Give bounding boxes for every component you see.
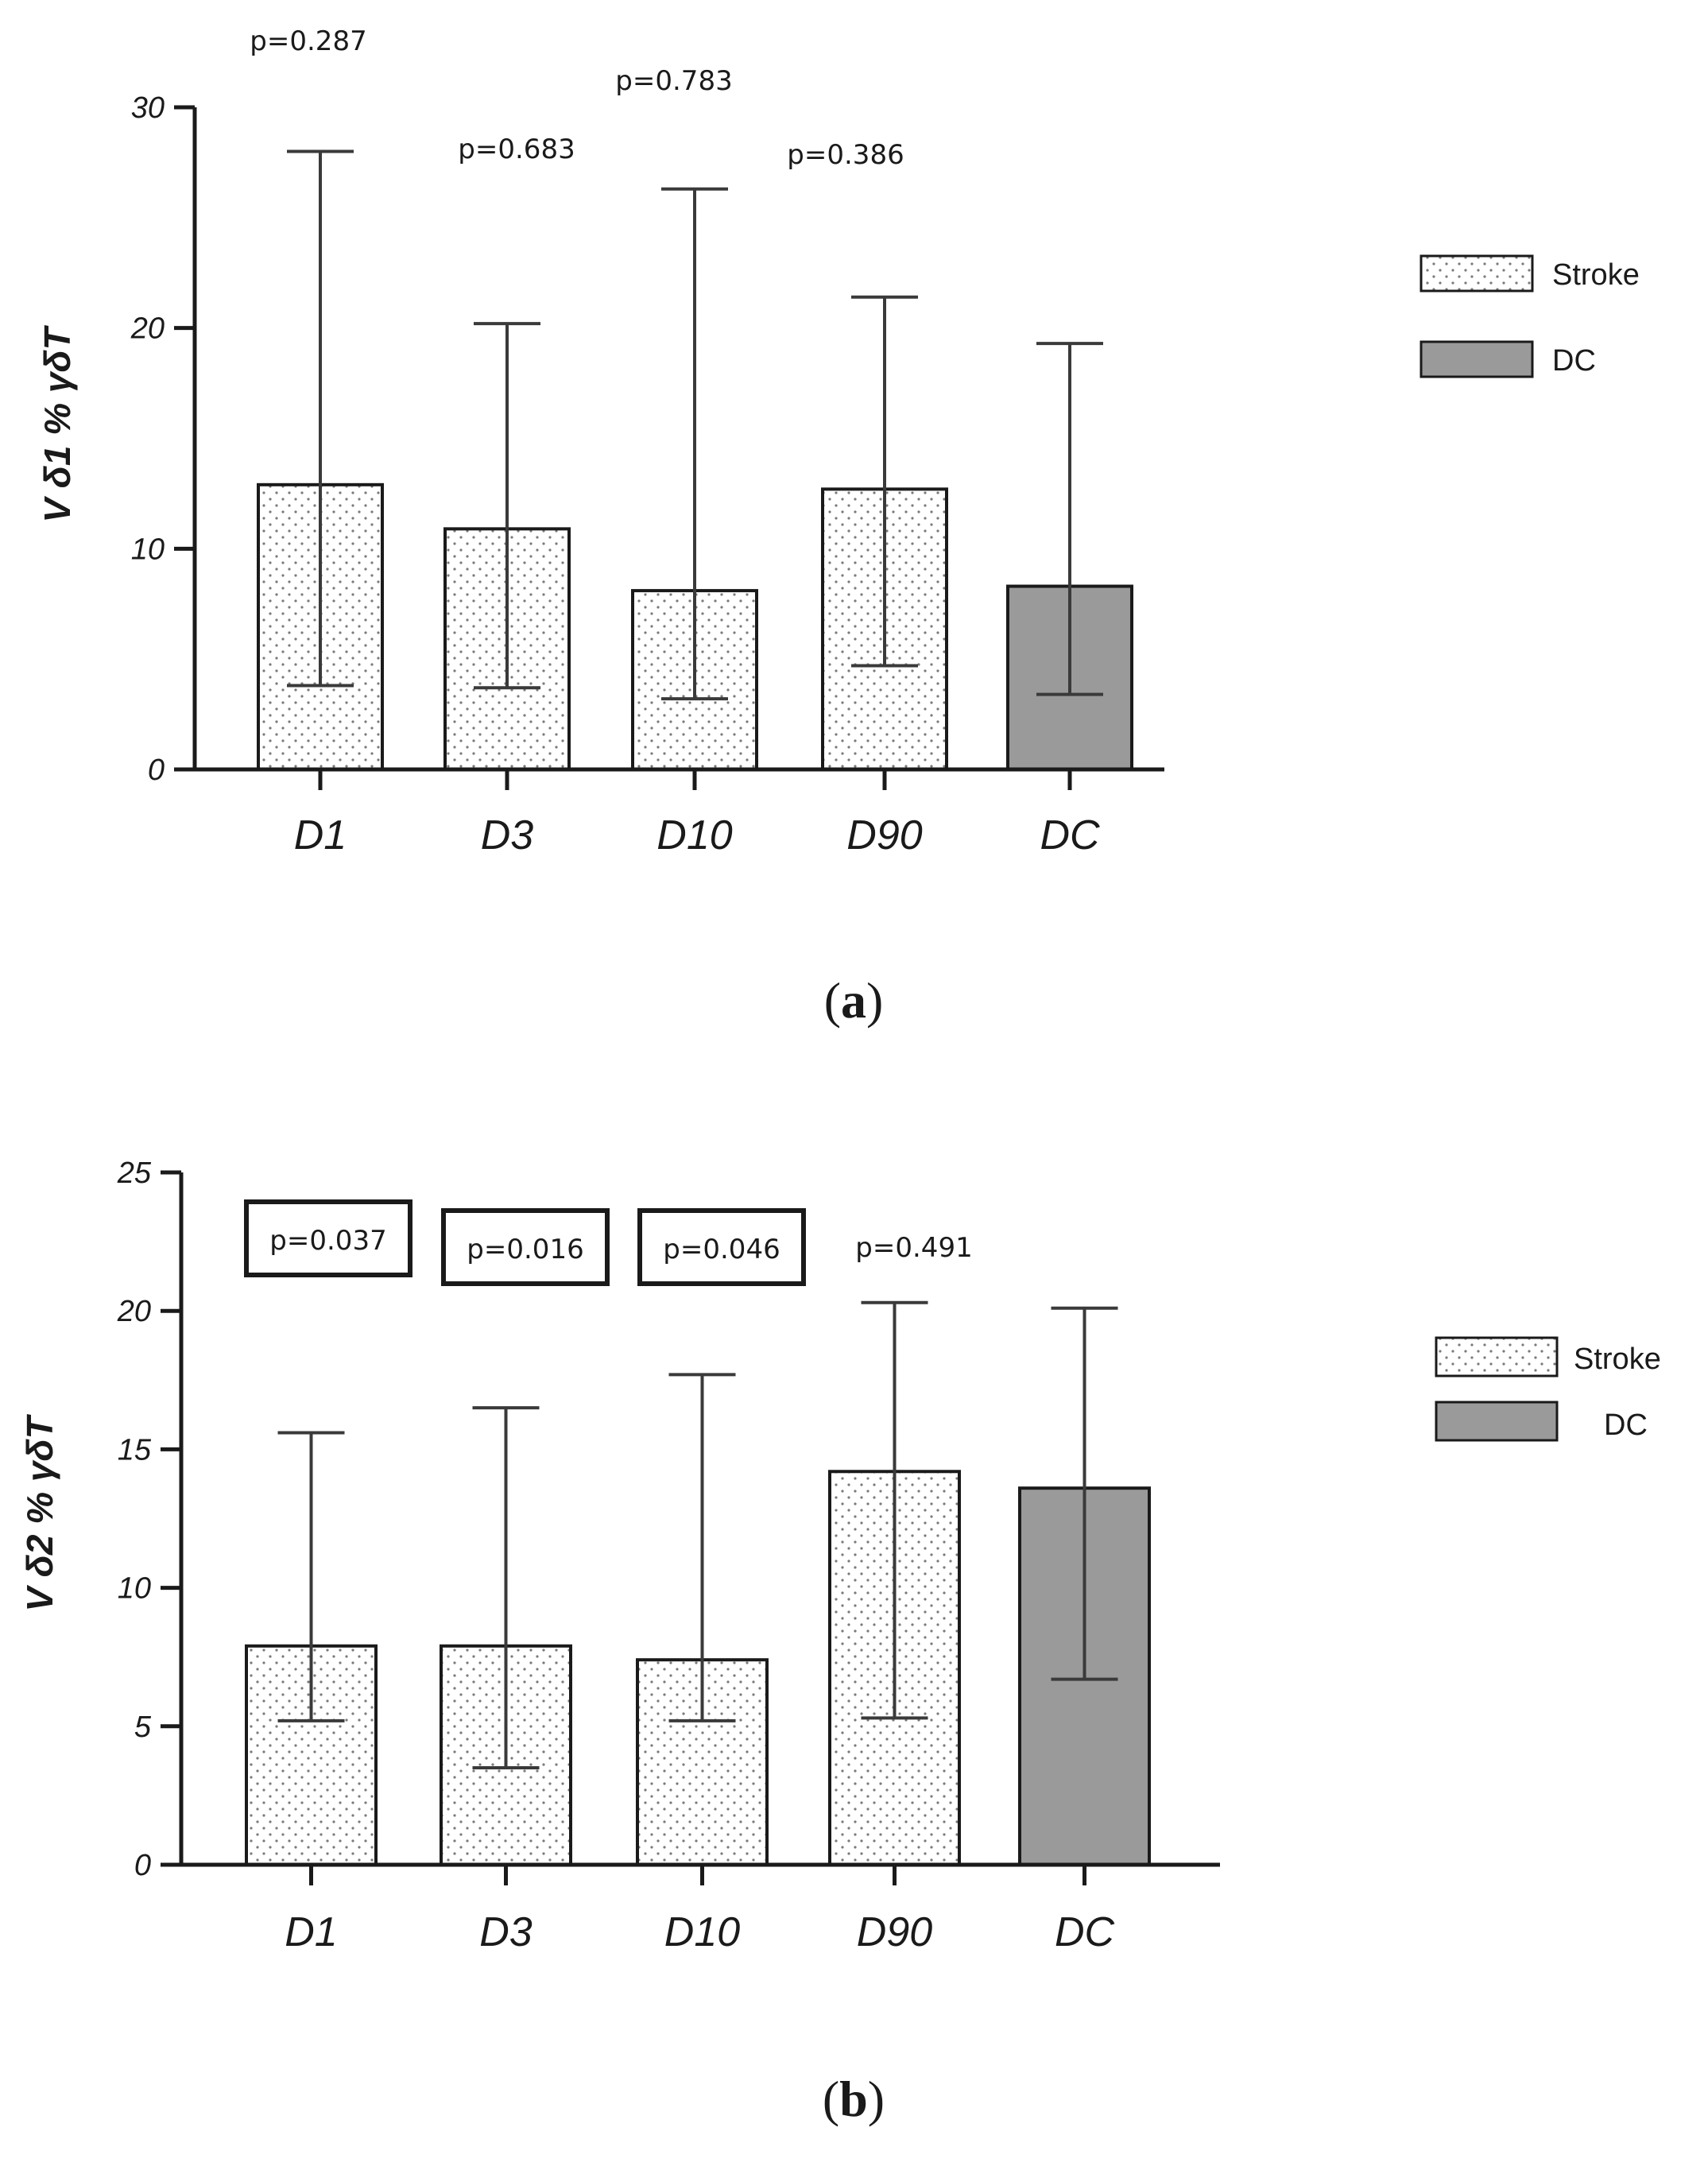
x-tick-label: D90 [846, 812, 922, 858]
x-tick-label: D10 [656, 812, 732, 858]
p-value-D90: p=0.386 [787, 139, 904, 171]
x-axis-a: D1 D3 D10 D90 DC [193, 767, 1164, 858]
p-value-D10: p=0.046 [637, 1208, 806, 1286]
p-value-label: p=0.386 [787, 139, 904, 171]
p-value-label: p=0.783 [615, 65, 732, 97]
x-tick-label: D1 [294, 812, 347, 858]
y-tick-label: 10 [131, 533, 165, 566]
bars-b [245, 1470, 1151, 1867]
y-tick-label: 0 [148, 754, 165, 787]
p-value-box [637, 1208, 806, 1286]
y-tick-label: 20 [117, 1295, 151, 1328]
legend-swatch-stroke [1419, 254, 1534, 293]
p-value-label: p=0.491 [855, 1232, 972, 1264]
p-value-label: p=0.016 [467, 1234, 583, 1265]
p-value-D1: p=0.287 [250, 25, 366, 57]
y-tick-label: 10 [118, 1572, 151, 1606]
p-values-b: p=0.037 p=0.016 p=0.046 p=0.491 [244, 1199, 973, 1286]
y-axis-b: 0 5 10 15 20 25 [117, 1157, 184, 1882]
x-tick-label: D90 [857, 1909, 932, 1955]
p-value-D3: p=0.683 [458, 134, 575, 165]
error-bars-a [287, 149, 1103, 701]
legend-label-dc: DC [1552, 344, 1596, 378]
p-value-label: p=0.037 [269, 1225, 386, 1257]
p-value-D10: p=0.783 [615, 65, 732, 97]
x-tick-label: D3 [479, 1909, 533, 1955]
p-value-D3: p=0.016 [441, 1208, 610, 1286]
y-tick-label: 0 [134, 1849, 151, 1882]
legend-b: Stroke DC [1435, 1336, 1661, 1442]
error-bar-d1 [287, 149, 354, 688]
p-value-D90: p=0.491 [855, 1232, 972, 1264]
y-axis-a: 0 10 20 30 [130, 91, 197, 787]
error-bar-d3 [472, 1406, 540, 1770]
p-value-label: p=0.046 [663, 1234, 780, 1265]
p-value-box [441, 1208, 610, 1286]
y-tick-label: 25 [117, 1157, 152, 1190]
x-tick-label: DC [1055, 1909, 1115, 1955]
x-tick-label: D10 [664, 1909, 740, 1955]
error-bar-dc [1036, 342, 1103, 696]
x-tick-label: D3 [481, 812, 534, 858]
error-bar-dc [1051, 1306, 1118, 1681]
error-bars-b [277, 1300, 1118, 1770]
legend-swatch-dc [1435, 1401, 1559, 1442]
legend-label-stroke: Stroke [1552, 258, 1640, 292]
x-tick-label: DC [1040, 812, 1100, 858]
panel-label-a: (a) [824, 972, 884, 1029]
legend-a: Stroke DC [1419, 254, 1640, 378]
p-value-box [244, 1199, 412, 1277]
chart-panel-a: p=0.287 p=0.683 p=0.783 p=0.386 0102030 … [37, 25, 1640, 1029]
error-bar-d10 [661, 187, 728, 701]
error-bar-d1 [277, 1431, 345, 1722]
chart-panel-b: p=0.037 p=0.016 p=0.046 p=0.491 0 5 10 15 20… [19, 1157, 1661, 2127]
x-tick-label: D1 [285, 1909, 337, 1955]
error-bar-d3 [474, 322, 540, 690]
y-axis-title-b: V δ2 % γδT [19, 1413, 60, 1611]
y-tick-label: 15 [118, 1433, 152, 1467]
legend-label-dc: DC [1604, 1408, 1648, 1442]
panel-label-b: (b) [823, 2071, 885, 2127]
y-tick-label: 20 [130, 312, 165, 346]
x-axis-b: D1 D3 D10 D90 DC [180, 1862, 1220, 1955]
y-axis-title-a: V δ1 % γδT [37, 324, 78, 522]
legend-label-stroke: Stroke [1574, 1343, 1661, 1376]
error-bar-d90 [861, 1300, 928, 1720]
p-value-D1: p=0.037 [244, 1199, 412, 1277]
p-value-label: p=0.683 [458, 134, 575, 165]
legend-swatch-stroke [1435, 1336, 1559, 1377]
y-tick-label: 5 [134, 1711, 152, 1744]
legend-swatch-dc [1419, 340, 1534, 378]
error-bar-d90 [851, 295, 918, 668]
p-value-label: p=0.287 [250, 25, 366, 57]
p-values-a: p=0.287 p=0.683 p=0.783 p=0.386 [250, 25, 904, 171]
error-bar-d10 [668, 1373, 736, 1722]
y-tick-label: 30 [131, 91, 165, 125]
